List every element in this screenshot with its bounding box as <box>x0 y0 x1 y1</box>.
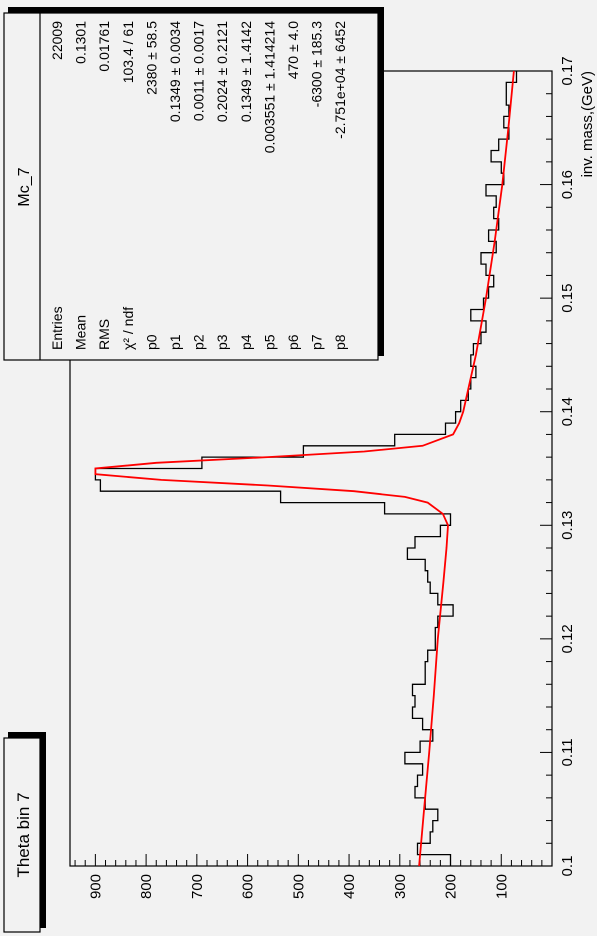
stats-row-value: 0.1301 <box>73 21 89 64</box>
title-text: Theta bin 7 <box>14 792 33 877</box>
histogram-series <box>94 71 518 866</box>
x-tick-label: 0.11 <box>559 738 576 766</box>
stats-row-value: 0.1349 ± 0.0034 <box>167 21 183 122</box>
x-tick-label: 0.15 <box>559 284 576 313</box>
x-tick-label: 0.17 <box>559 56 576 85</box>
stats-row-value: 2380 ± 58.5 <box>143 21 159 95</box>
stats-box: Mc_7 Entries 22009 Mean 0.1301 RMS 0.01761 χ² … <box>3 7 384 361</box>
x-tick-label: 0.1 <box>559 856 576 877</box>
stats-row-label: Entries <box>49 306 65 350</box>
y-tick-label: 300 <box>392 874 409 899</box>
stats-row-value: 103.4 / 61 <box>120 21 136 83</box>
stats-row-label: p0 <box>143 334 159 350</box>
stats-row-label: p1 <box>167 334 183 350</box>
stats-row-label: Mean <box>73 315 89 350</box>
title-box: Theta bin 7 <box>3 732 46 933</box>
stats-row-value: 0.1349 ± 1.4142 <box>238 21 254 122</box>
y-tick-label: 200 <box>443 874 460 899</box>
y-tick-label: 400 <box>341 874 358 899</box>
y-tick-label: 500 <box>290 874 307 899</box>
x-tick-label: 0.14 <box>559 397 576 426</box>
stats-row-label: p6 <box>285 334 301 350</box>
stats-row-label: p2 <box>191 334 207 350</box>
stats-row-label: RMS <box>96 319 112 350</box>
x-tick-label: 0.16 <box>559 170 576 199</box>
stats-row-label: p3 <box>214 334 230 350</box>
stats-row-value: 0.003551 ± 1.414214 <box>261 21 277 153</box>
x-tick-label: 0.12 <box>559 624 576 653</box>
stats-row-label: p4 <box>238 334 254 350</box>
stats-row-value: 22009 <box>49 21 65 60</box>
stats-row-value: 0.2024 ± 0.2121 <box>214 21 230 122</box>
y-tick-label: 600 <box>240 874 257 899</box>
y-tick-label: 800 <box>138 874 155 899</box>
y-tick-label: 900 <box>87 874 104 899</box>
stats-row-value: -2.751e+04 ± 6452 <box>332 21 348 139</box>
stats-box-title: Mc_7 <box>16 167 33 206</box>
stats-row-label: p8 <box>332 334 348 350</box>
y-tick-label: 700 <box>189 874 206 899</box>
stats-row-value: -6300 ± 185.3 <box>309 21 325 108</box>
x-axis-label: inv. mass,(GeV) <box>579 71 596 177</box>
fit-curve <box>94 70 515 867</box>
y-tick-label: 100 <box>493 874 510 899</box>
stats-row-label: χ² / ndf <box>120 307 136 350</box>
x-tick-label: 0.13 <box>559 511 576 540</box>
stats-row-value: 470 ± 4.0 <box>285 21 301 79</box>
stats-row-value: 0.01761 <box>96 21 112 72</box>
stats-row-value: 0.0011 ± 0.0017 <box>191 21 207 121</box>
stats-row-label: p7 <box>309 334 325 350</box>
stats-row-label: p5 <box>261 334 277 350</box>
